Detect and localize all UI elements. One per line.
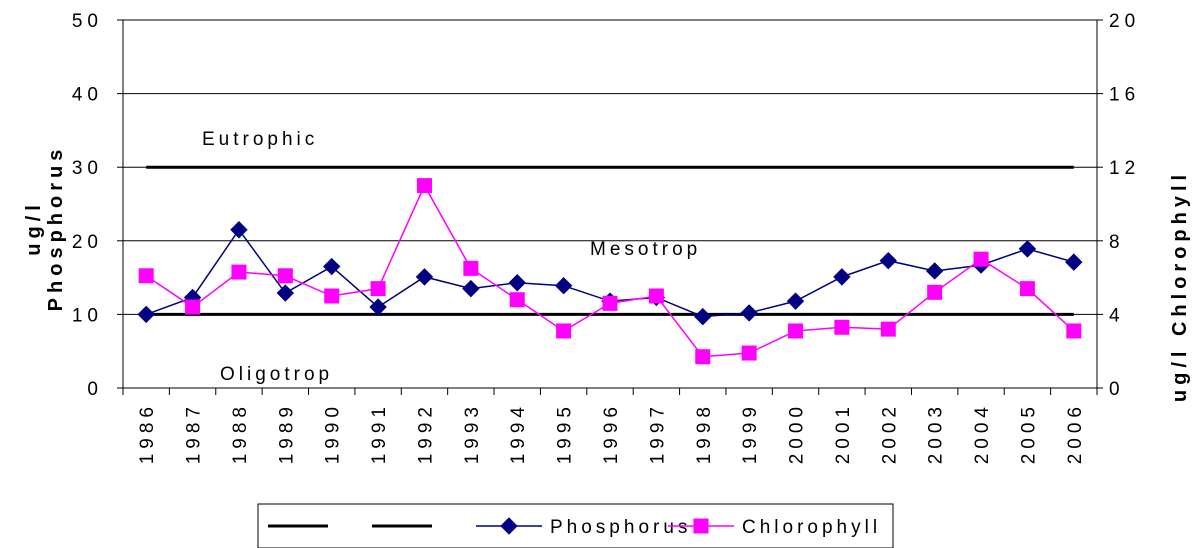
y-right-tick-label-5: 20 [1109, 11, 1140, 32]
x-tick-label-9: 1995 [555, 402, 576, 464]
chlorophyll-point-8 [509, 292, 525, 308]
x-tick-label-12: 1998 [694, 402, 715, 464]
zone-label-2: Oligotrop [220, 364, 333, 385]
x-tick-label-14: 2000 [787, 402, 808, 464]
x-tick-label-4: 1990 [323, 402, 344, 464]
y-right-tick-label-2: 8 [1109, 232, 1125, 253]
x-tick-label-18: 2004 [972, 402, 993, 464]
phosphorus-point-20 [1065, 253, 1083, 271]
y-left-title: ug/l Phosphorus [23, 145, 67, 312]
chlorophyll-point-15 [834, 319, 850, 335]
x-tick-label-6: 1992 [415, 402, 436, 464]
chlorophyll-point-1 [185, 299, 201, 315]
y-right-tick-label-1: 4 [1109, 305, 1125, 326]
x-tick-label-10: 1996 [601, 402, 622, 464]
series-chlorophyll [138, 178, 1082, 365]
chlorophyll-point-13 [741, 345, 757, 361]
x-tick-label-5: 1991 [369, 402, 390, 464]
y-left-tick-label-3: 30 [72, 158, 103, 179]
chlorophyll-point-7 [463, 260, 479, 276]
phosphorus-point-15 [833, 268, 851, 286]
chlorophyll-point-18 [973, 251, 989, 267]
phosphorus-point-9 [554, 276, 573, 295]
chlorophyll-point-2 [231, 264, 247, 280]
x-tick-label-11: 1997 [647, 402, 668, 464]
legend-box [257, 503, 894, 548]
chlorophyll-point-11 [648, 288, 664, 304]
chlorophyll-point-14 [788, 323, 804, 339]
y-right-tick-label-4: 16 [1109, 85, 1140, 106]
phosphorus-point-4 [323, 257, 341, 276]
grid-lines [123, 19, 1097, 389]
legend-label-2: Phosphorus [550, 517, 691, 538]
chlorophyll-point-20 [1066, 323, 1082, 339]
phosphorus-point-19 [1018, 240, 1037, 258]
zone-label-0: Eutrophic [202, 129, 318, 150]
x-tick-label-13: 1999 [740, 402, 761, 464]
x-tick-label-20: 2006 [1065, 402, 1086, 464]
phosphorus-point-16 [879, 251, 897, 270]
chlorophyll-point-17 [927, 284, 943, 300]
series-layer [137, 178, 1083, 365]
phosphorus-point-5 [369, 298, 387, 316]
phosphorus-point-12 [694, 307, 712, 326]
chlorophyll-point-10 [602, 295, 618, 311]
x-tick-label-15: 2001 [833, 402, 854, 464]
y-axis-left: 0 10 20 30 40 50 [72, 11, 123, 400]
x-tick-label-0: 1986 [137, 402, 158, 464]
y-right-tick-label-0: 0 [1109, 379, 1125, 400]
y-left-title-line2: Phosphorus [45, 145, 67, 312]
x-tick-label-8: 1994 [508, 402, 529, 464]
phosphorus-point-7 [462, 279, 480, 298]
phosphorus-point-13 [740, 304, 758, 322]
legend-label-3: Chlorophyll [742, 517, 881, 538]
y-left-tick-label-0: 0 [87, 379, 103, 400]
chlorophyll-point-19 [1019, 281, 1035, 297]
phosphorus-point-17 [925, 262, 944, 280]
y-left-tick-label-1: 10 [72, 305, 103, 326]
y-axis-right: 0 4 8 12 16 20 [1097, 11, 1140, 400]
legend: Phosphorus Chlorophyll [257, 503, 894, 548]
zone-labels: Eutrophic Mesotrop Oligotrop [202, 129, 701, 385]
x-tick-label-2: 1988 [230, 402, 251, 464]
chlorophyll-point-12 [695, 349, 711, 365]
y-left-tick-label-5: 50 [72, 11, 103, 32]
phosphorus-point-3 [276, 284, 295, 302]
phosphorus-point-8 [508, 274, 526, 292]
zone-label-1: Mesotrop [590, 239, 701, 260]
x-tick-label-17: 2003 [926, 402, 947, 464]
chlorophyll-point-9 [556, 323, 572, 339]
legend-swatch-marker-2 [500, 517, 518, 535]
y-right-tick-label-3: 12 [1109, 158, 1140, 179]
x-tick-label-7: 1993 [462, 402, 483, 464]
chlorophyll-point-3 [277, 268, 293, 284]
y-left-title-line1: ug/l [23, 200, 45, 256]
chlorophyll-point-0 [138, 268, 154, 284]
plot-area [122, 19, 1098, 389]
phosphorus-point-6 [415, 268, 434, 286]
reference-lines [146, 165, 1074, 316]
y-left-tick-label-4: 40 [72, 85, 103, 106]
x-tick-label-1: 1987 [184, 402, 205, 464]
chlorophyll-point-16 [880, 321, 896, 337]
legend-swatch-marker-3 [693, 518, 709, 534]
x-axis: 1986 1987 1988 1989 1990 1991 1992 1993 1994 1995… [122, 388, 1098, 464]
x-tick-label-19: 2005 [1018, 402, 1039, 464]
x-tick-label-16: 2002 [879, 402, 900, 464]
chlorophyll-point-5 [370, 281, 386, 297]
chlorophyll-point-4 [324, 288, 340, 304]
chlorophyll-point-6 [416, 178, 432, 194]
y-right-title-wrap: ug/l Chlorophyll [1169, 170, 1191, 402]
x-tick-label-3: 1989 [276, 402, 297, 464]
phosphorus-point-0 [137, 305, 155, 324]
y-right-title: ug/l Chlorophyll [1169, 170, 1191, 402]
phosphorus-point-2 [230, 221, 248, 239]
phosphorus-point-14 [786, 292, 805, 310]
y-left-tick-label-2: 20 [72, 232, 103, 253]
